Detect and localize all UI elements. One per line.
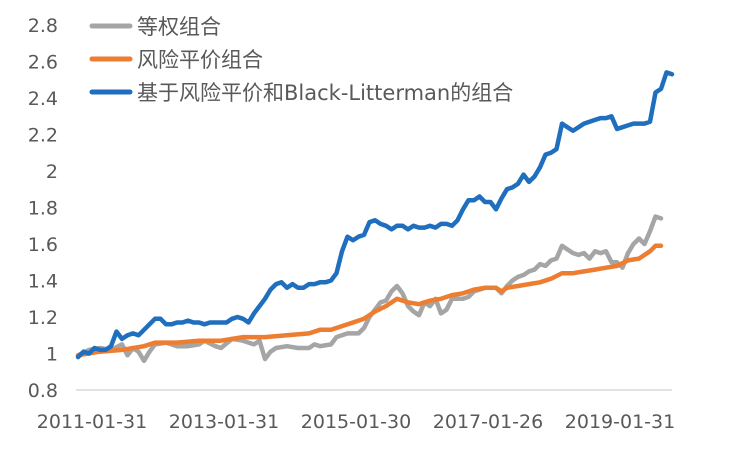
legend-label: 等权组合: [137, 15, 221, 39]
y-tick-label: 2.6: [28, 52, 58, 74]
series-lines: [75, 70, 675, 364]
y-tick-label: 0.8: [28, 380, 58, 402]
series-line-1: [75, 214, 664, 364]
legend-label: 基于风险平价和Black-Litterman的组合: [137, 81, 513, 105]
series-line-3: [75, 70, 675, 360]
x-tick-label: 2019-01-31: [565, 411, 675, 433]
x-axis: 2011-01-31 2013-01-31 2015-01-30 2017-01-26…: [37, 389, 675, 433]
x-tick-label: 2013-01-31: [169, 411, 279, 433]
y-tick-label: 2.2: [28, 125, 58, 147]
series-line-2: [75, 243, 664, 358]
legend-label: 风险平价组合: [137, 48, 263, 72]
y-axis: 0.8 1 1.2 1.4 1.6 1.8 2 2.2 2.4 2.6 2.8: [28, 15, 58, 402]
y-tick-label: 1.6: [28, 234, 58, 256]
x-tick-label: 2015-01-30: [301, 411, 411, 433]
y-tick-label: 1.4: [28, 271, 58, 293]
y-tick-label: 1.2: [28, 307, 58, 329]
y-tick-label: 1.8: [28, 198, 58, 220]
x-tick-label: 2011-01-31: [37, 411, 147, 433]
y-tick-label: 2.4: [28, 88, 58, 110]
x-tick-label: 2017-01-26: [433, 411, 543, 433]
y-tick-label: 2: [46, 161, 58, 183]
y-tick-label: 1: [46, 344, 58, 366]
y-tick-label: 2.8: [28, 15, 58, 37]
